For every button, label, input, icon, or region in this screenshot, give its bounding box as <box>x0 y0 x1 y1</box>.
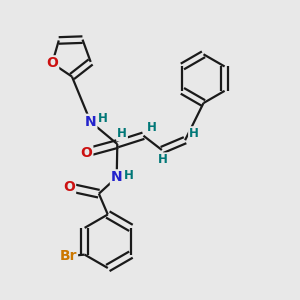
Text: H: H <box>158 153 168 166</box>
Text: H: H <box>147 121 157 134</box>
Text: N: N <box>111 170 122 184</box>
Text: O: O <box>80 146 92 160</box>
Text: H: H <box>189 127 199 140</box>
Text: Br: Br <box>59 249 77 263</box>
Text: H: H <box>124 169 134 182</box>
Text: H: H <box>117 127 127 140</box>
Text: N: N <box>85 115 96 129</box>
Text: O: O <box>63 180 75 194</box>
Text: H: H <box>98 112 108 125</box>
Text: O: O <box>46 56 58 70</box>
